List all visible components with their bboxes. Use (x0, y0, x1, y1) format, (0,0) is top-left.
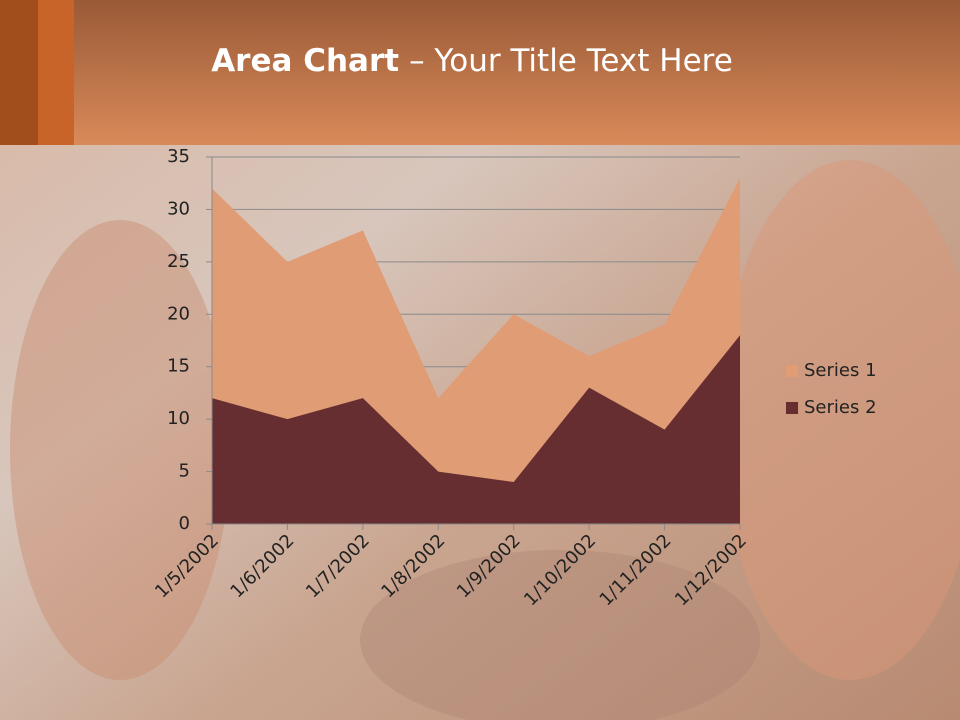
background-blur (720, 160, 960, 680)
y-tick-label: 15 (167, 356, 190, 377)
y-tick-label: 5 (179, 461, 190, 482)
header-strip (0, 0, 38, 145)
background-blur (10, 220, 230, 680)
y-tick-label: 35 (167, 146, 190, 167)
y-tick-label: 10 (167, 408, 190, 429)
title-bold: Area Chart (211, 43, 399, 79)
legend-label: Series 2 (804, 397, 877, 418)
header-strip (38, 0, 74, 145)
area (212, 335, 740, 524)
y-tick-label: 20 (167, 303, 190, 324)
legend-swatch (786, 402, 798, 414)
header-band (0, 0, 960, 145)
y-tick-label: 0 (179, 513, 190, 534)
legend-label: Series 1 (804, 360, 877, 381)
title-rest: – Your Title Text Here (409, 43, 733, 79)
legend-swatch (786, 365, 798, 377)
y-tick-label: 30 (167, 198, 190, 219)
chart-title: Area Chart – Your Title Text Here (211, 43, 733, 79)
background-blur (360, 550, 760, 720)
y-tick-label: 25 (167, 251, 190, 272)
